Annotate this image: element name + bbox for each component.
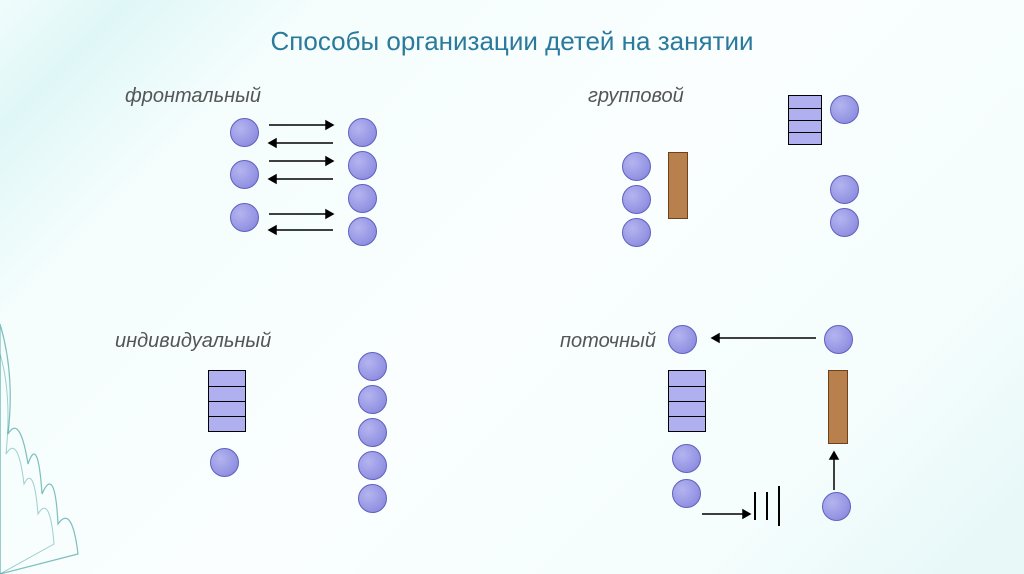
stream-blue-rect bbox=[668, 370, 706, 432]
group-c1-circle-2 bbox=[622, 218, 651, 247]
group-c2-blue-rect bbox=[788, 95, 822, 145]
label-group: групповой bbox=[588, 85, 684, 108]
stream-top-left-circle bbox=[668, 325, 697, 354]
stream-top-right-circle bbox=[824, 325, 853, 354]
individual-col-circle-4 bbox=[358, 484, 387, 513]
frontal-left-circle-1 bbox=[230, 160, 259, 189]
stream-left-circle-1 bbox=[672, 479, 701, 508]
frontal-arrow-2 bbox=[261, 153, 341, 169]
group-c2-circle-0 bbox=[830, 95, 859, 124]
frontal-arrow-1 bbox=[261, 135, 341, 151]
stream-brown-rect bbox=[828, 370, 848, 444]
stream-arrow-right-up bbox=[826, 444, 842, 498]
stream-vbar-1 bbox=[766, 492, 768, 520]
frontal-left-circle-2 bbox=[230, 203, 259, 232]
individual-col-circle-0 bbox=[358, 352, 387, 381]
label-stream: поточный bbox=[560, 330, 656, 353]
frontal-arrow-4 bbox=[261, 206, 341, 222]
frontal-left-circle-0 bbox=[230, 118, 259, 147]
group-c2-circle-2 bbox=[830, 208, 859, 237]
frontal-right-circle-2 bbox=[348, 184, 377, 213]
stream-left-circle-0 bbox=[672, 444, 701, 473]
individual-col-circle-1 bbox=[358, 385, 387, 414]
frontal-right-circle-0 bbox=[348, 118, 377, 147]
stream-vbar-2 bbox=[778, 486, 780, 526]
label-frontal: фронтальный bbox=[125, 85, 261, 108]
frontal-right-circle-1 bbox=[348, 151, 377, 180]
individual-single-circle bbox=[210, 448, 239, 477]
page-title: Способы организации детей на занятии bbox=[0, 26, 1024, 57]
group-c1-brown-rect bbox=[668, 152, 688, 219]
frontal-arrow-0 bbox=[261, 117, 341, 133]
stream-arrow-top bbox=[704, 330, 824, 346]
frontal-arrow-5 bbox=[261, 222, 341, 238]
group-c1-circle-0 bbox=[622, 152, 651, 181]
label-individual: индивидуальный bbox=[115, 330, 271, 353]
group-c1-circle-1 bbox=[622, 185, 651, 214]
frontal-arrow-3 bbox=[261, 171, 341, 187]
corner-decoration bbox=[0, 314, 120, 574]
individual-col-circle-2 bbox=[358, 418, 387, 447]
stream-arrow-bottom bbox=[694, 506, 758, 522]
individual-col-circle-3 bbox=[358, 451, 387, 480]
frontal-right-circle-3 bbox=[348, 217, 377, 246]
individual-blue-rect bbox=[208, 370, 246, 432]
group-c2-circle-1 bbox=[830, 175, 859, 204]
stream-right-circle-0 bbox=[822, 492, 851, 521]
